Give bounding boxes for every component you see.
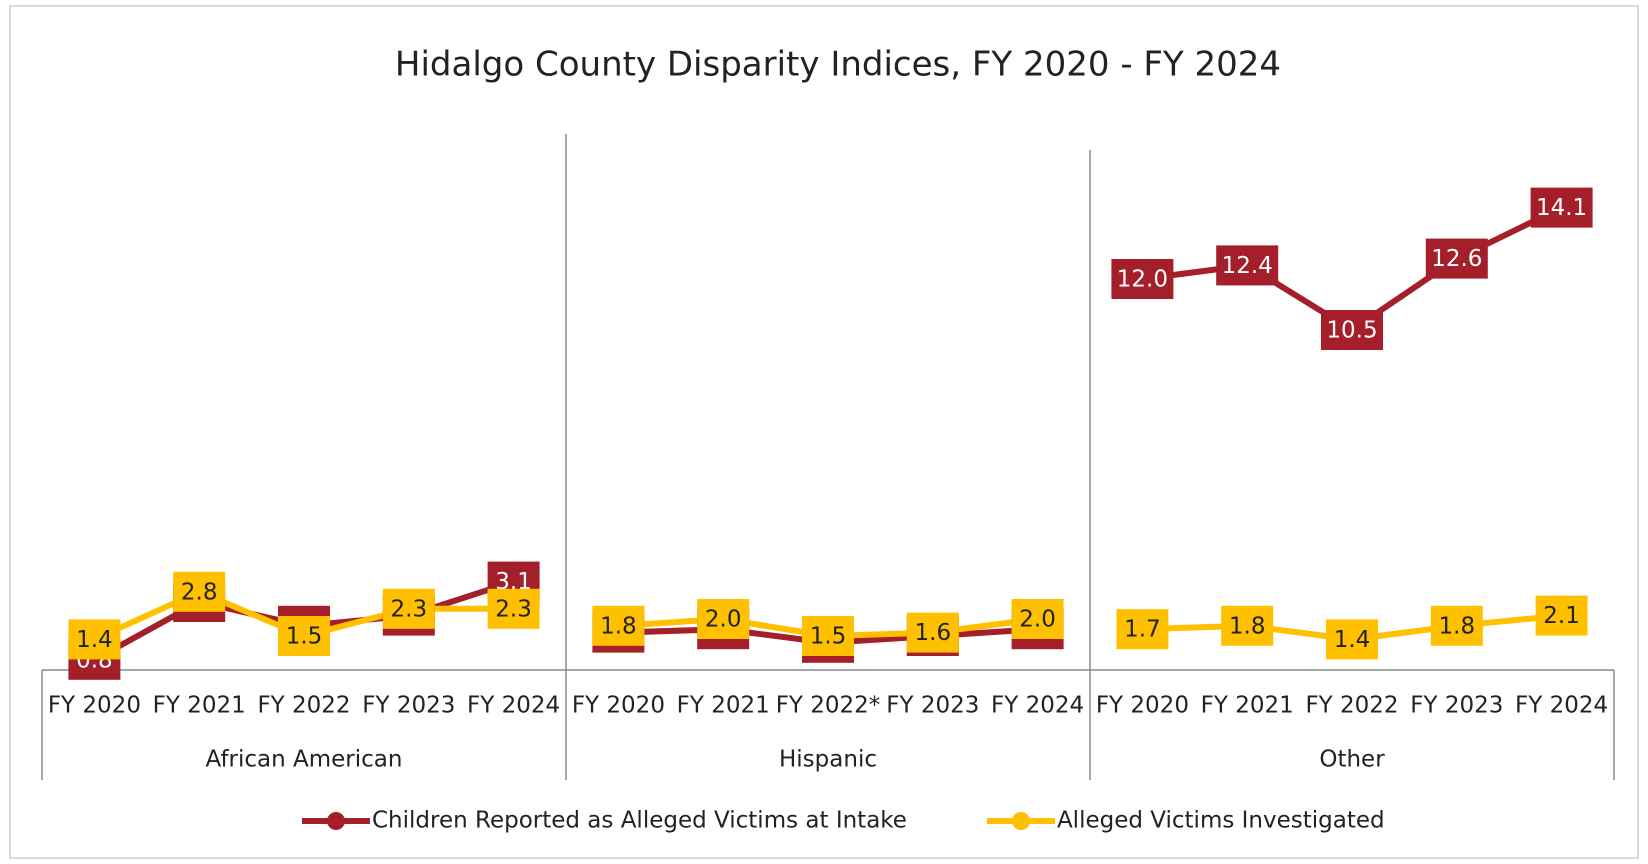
- x-tick-label: FY 2021: [677, 693, 770, 719]
- data-label: 2.8: [181, 579, 218, 605]
- data-label: 1.8: [1229, 613, 1266, 639]
- data-label-box: [382, 588, 435, 629]
- data-label-box: [1216, 245, 1279, 286]
- data-label: 12.4: [1222, 253, 1273, 279]
- data-label: 14.1: [1536, 195, 1587, 221]
- data-label-box: [1535, 595, 1588, 636]
- group-label: African American: [206, 747, 403, 773]
- x-tick-label: FY 2020: [1096, 693, 1189, 719]
- x-tick-label: FY 2024: [991, 693, 1084, 719]
- data-label-box: [592, 605, 645, 646]
- x-tick-label: FY 2020: [572, 693, 665, 719]
- x-tick-label: FY 2021: [153, 693, 246, 719]
- data-label-box: [1430, 605, 1483, 646]
- data-label: 12.0: [1117, 267, 1168, 293]
- data-label: 1.4: [1334, 627, 1371, 653]
- data-label: 2.1: [1543, 603, 1580, 629]
- data-label-box: [1116, 609, 1169, 650]
- data-label: 2.3: [391, 596, 428, 622]
- data-label: 2.0: [1019, 607, 1056, 633]
- x-tick-label: FY 2024: [1515, 693, 1608, 719]
- data-label-box: [1111, 259, 1174, 299]
- data-label-box: [1530, 187, 1593, 228]
- data-label-box: [1321, 310, 1383, 350]
- data-label: 1.5: [810, 624, 847, 650]
- data-label-box: [697, 599, 750, 639]
- x-tick-label: FY 2024: [467, 693, 560, 719]
- x-tick-label: FY 2023: [362, 693, 455, 719]
- x-tick-label: FY 2021: [1201, 693, 1294, 719]
- data-label-box: [1221, 605, 1274, 646]
- x-tick-label: FY 2020: [48, 693, 141, 719]
- legend-label: Alleged Victims Investigated: [1057, 808, 1385, 834]
- data-label-box: [68, 619, 121, 660]
- legend-label: Children Reported as Alleged Victims at …: [372, 808, 907, 834]
- chart-frame: [9, 5, 1639, 859]
- data-label: 12.6: [1431, 246, 1482, 272]
- data-label: 1.8: [1439, 613, 1476, 639]
- x-tick-label: FY 2023: [886, 693, 979, 719]
- data-label: 1.4: [76, 627, 113, 653]
- x-tick-label: FY 2022: [1305, 693, 1398, 719]
- data-label-box: [278, 616, 330, 656]
- data-label: 1.6: [915, 620, 952, 646]
- data-label-box: [1326, 619, 1378, 660]
- group-label: Other: [1319, 747, 1385, 773]
- data-label: 1.5: [286, 624, 323, 650]
- data-label-box: [906, 612, 959, 653]
- legend-marker: [327, 812, 345, 830]
- data-label-box: [487, 588, 540, 629]
- data-label: 10.5: [1326, 318, 1377, 344]
- data-label-box: [1011, 599, 1064, 639]
- data-label: 2.3: [495, 596, 532, 622]
- data-label: 2.0: [705, 607, 742, 633]
- legend-marker: [1011, 812, 1030, 830]
- x-tick-label: FY 2023: [1410, 693, 1503, 719]
- data-label-box: [802, 616, 854, 656]
- data-label: 1.8: [600, 613, 637, 639]
- data-label: 1.7: [1124, 617, 1161, 643]
- group-label: Hispanic: [779, 747, 877, 773]
- chart-title: Hidalgo County Disparity Indices, FY 202…: [395, 45, 1281, 85]
- x-tick-label: FY 2022*: [776, 693, 881, 719]
- data-label-box: [173, 571, 226, 612]
- x-tick-label: FY 2022: [257, 693, 350, 719]
- data-label-box: [1425, 238, 1488, 279]
